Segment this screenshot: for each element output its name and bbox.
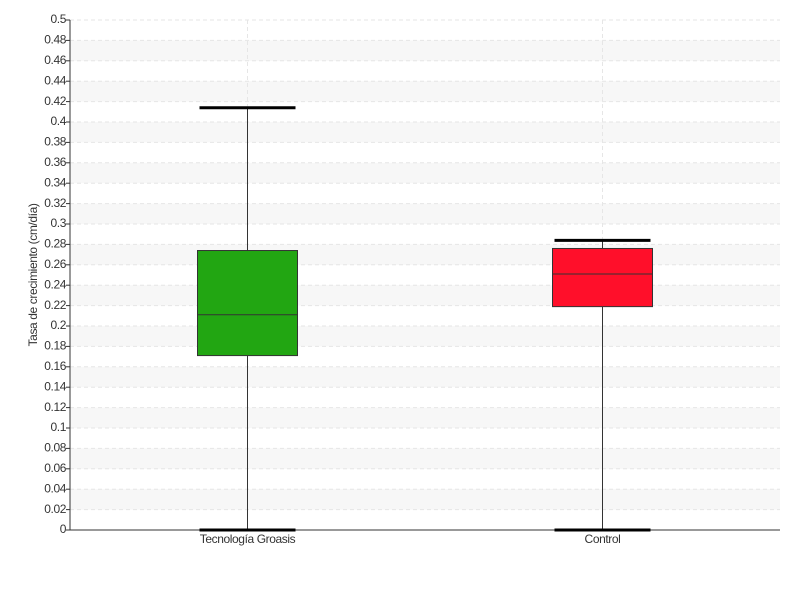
x-tick-label: Control [585,532,621,546]
box [552,247,653,308]
grid-band [70,448,780,469]
y-tick-label: 0.42 [44,94,66,108]
y-tick-label: 0.44 [44,73,66,87]
y-tick-label: 0.14 [44,379,66,393]
y-tick-label: 0.06 [44,461,66,475]
x-tick-label: Tecnología Groasis [200,532,296,546]
grid-band [70,285,780,306]
grid-band [70,40,780,61]
y-tick-label: 0.48 [44,33,66,47]
grid-band [70,366,780,388]
y-tick-label: 0 [60,522,67,536]
box [197,250,298,357]
y-tick-label: 0.5 [51,12,67,26]
y-tick-label: 0.4 [51,114,67,128]
grid-band [70,122,780,143]
y-tick-label: 0.02 [44,502,66,516]
grid-band [70,326,780,347]
grid-band [70,162,780,184]
y-axis-label: Tasa de crecimiento (cm/día) [26,203,40,346]
y-tick-label: 0.46 [44,53,66,67]
y-tick-label: 0.26 [44,257,66,271]
y-tick-label: 0.34 [44,175,66,189]
y-tick-label: 0.3 [51,216,67,230]
y-tick-label: 0.18 [44,339,66,353]
y-tick-label: 0.38 [44,135,66,149]
y-tick-label: 0.12 [44,400,66,414]
y-tick-label: 0.36 [44,155,66,169]
y-tick-label: 0.28 [44,237,66,251]
y-tick-label: 0.2 [51,318,67,332]
y-tick-label: 0.32 [44,196,66,210]
y-tick-label: 0.04 [44,481,66,495]
y-tick-label: 0.16 [44,359,66,373]
y-tick-label: 0.08 [44,441,66,455]
grid-band [70,244,780,265]
grid-band [70,203,780,224]
grid-band [70,81,780,102]
y-tick-label: 0.1 [51,420,67,434]
grid-band [70,489,780,510]
y-tick-label: 0.24 [44,277,66,291]
y-tick-label: 0.22 [44,298,66,312]
grid-band [70,407,780,428]
